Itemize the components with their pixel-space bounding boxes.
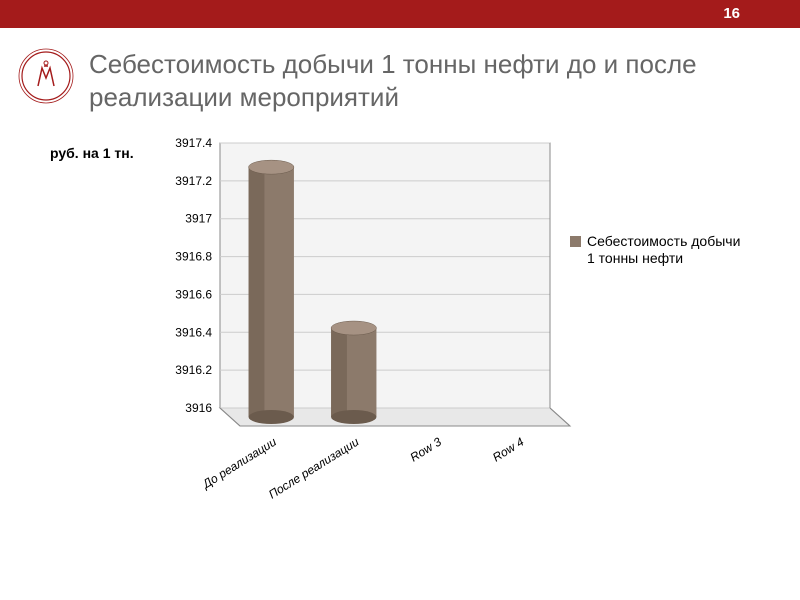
header-bar: 16 xyxy=(0,0,800,28)
svg-text:Row 3: Row 3 xyxy=(408,434,445,464)
svg-text:3917: 3917 xyxy=(185,212,212,226)
svg-text:До реализации: До реализации xyxy=(199,435,280,493)
page-number: 16 xyxy=(723,5,740,22)
legend-label: Себестоимость добычи 1 тонны нефти xyxy=(587,233,750,267)
svg-text:3917.2: 3917.2 xyxy=(175,174,212,188)
svg-text:3916: 3916 xyxy=(185,401,212,415)
svg-text:3916.4: 3916.4 xyxy=(175,325,212,339)
svg-text:3917.4: 3917.4 xyxy=(175,136,212,150)
svg-text:После реализации: После реализации xyxy=(266,435,362,502)
svg-text:3916.6: 3916.6 xyxy=(175,287,212,301)
title-area: Себестоимость добычи 1 тонны нефти до и … xyxy=(0,28,800,123)
svg-text:3916.8: 3916.8 xyxy=(175,250,212,264)
page-title: Себестоимость добычи 1 тонны нефти до и … xyxy=(89,48,760,113)
legend: Себестоимость добычи 1 тонны нефти xyxy=(570,233,750,267)
legend-swatch-icon xyxy=(570,236,581,247)
chart: руб. на 1 тн. 39163916.23916.43916.63916… xyxy=(0,123,800,563)
svg-text:3916.2: 3916.2 xyxy=(175,363,212,377)
bar-chart-svg: 3916 3916.2 3916.4 3916.6 3916.8 3917 3917.2 39… xyxy=(0,123,800,523)
svg-text:Row 4: Row 4 xyxy=(490,434,527,464)
institution-logo-icon xyxy=(18,48,74,104)
y-axis-title: руб. на 1 тн. xyxy=(50,145,134,161)
